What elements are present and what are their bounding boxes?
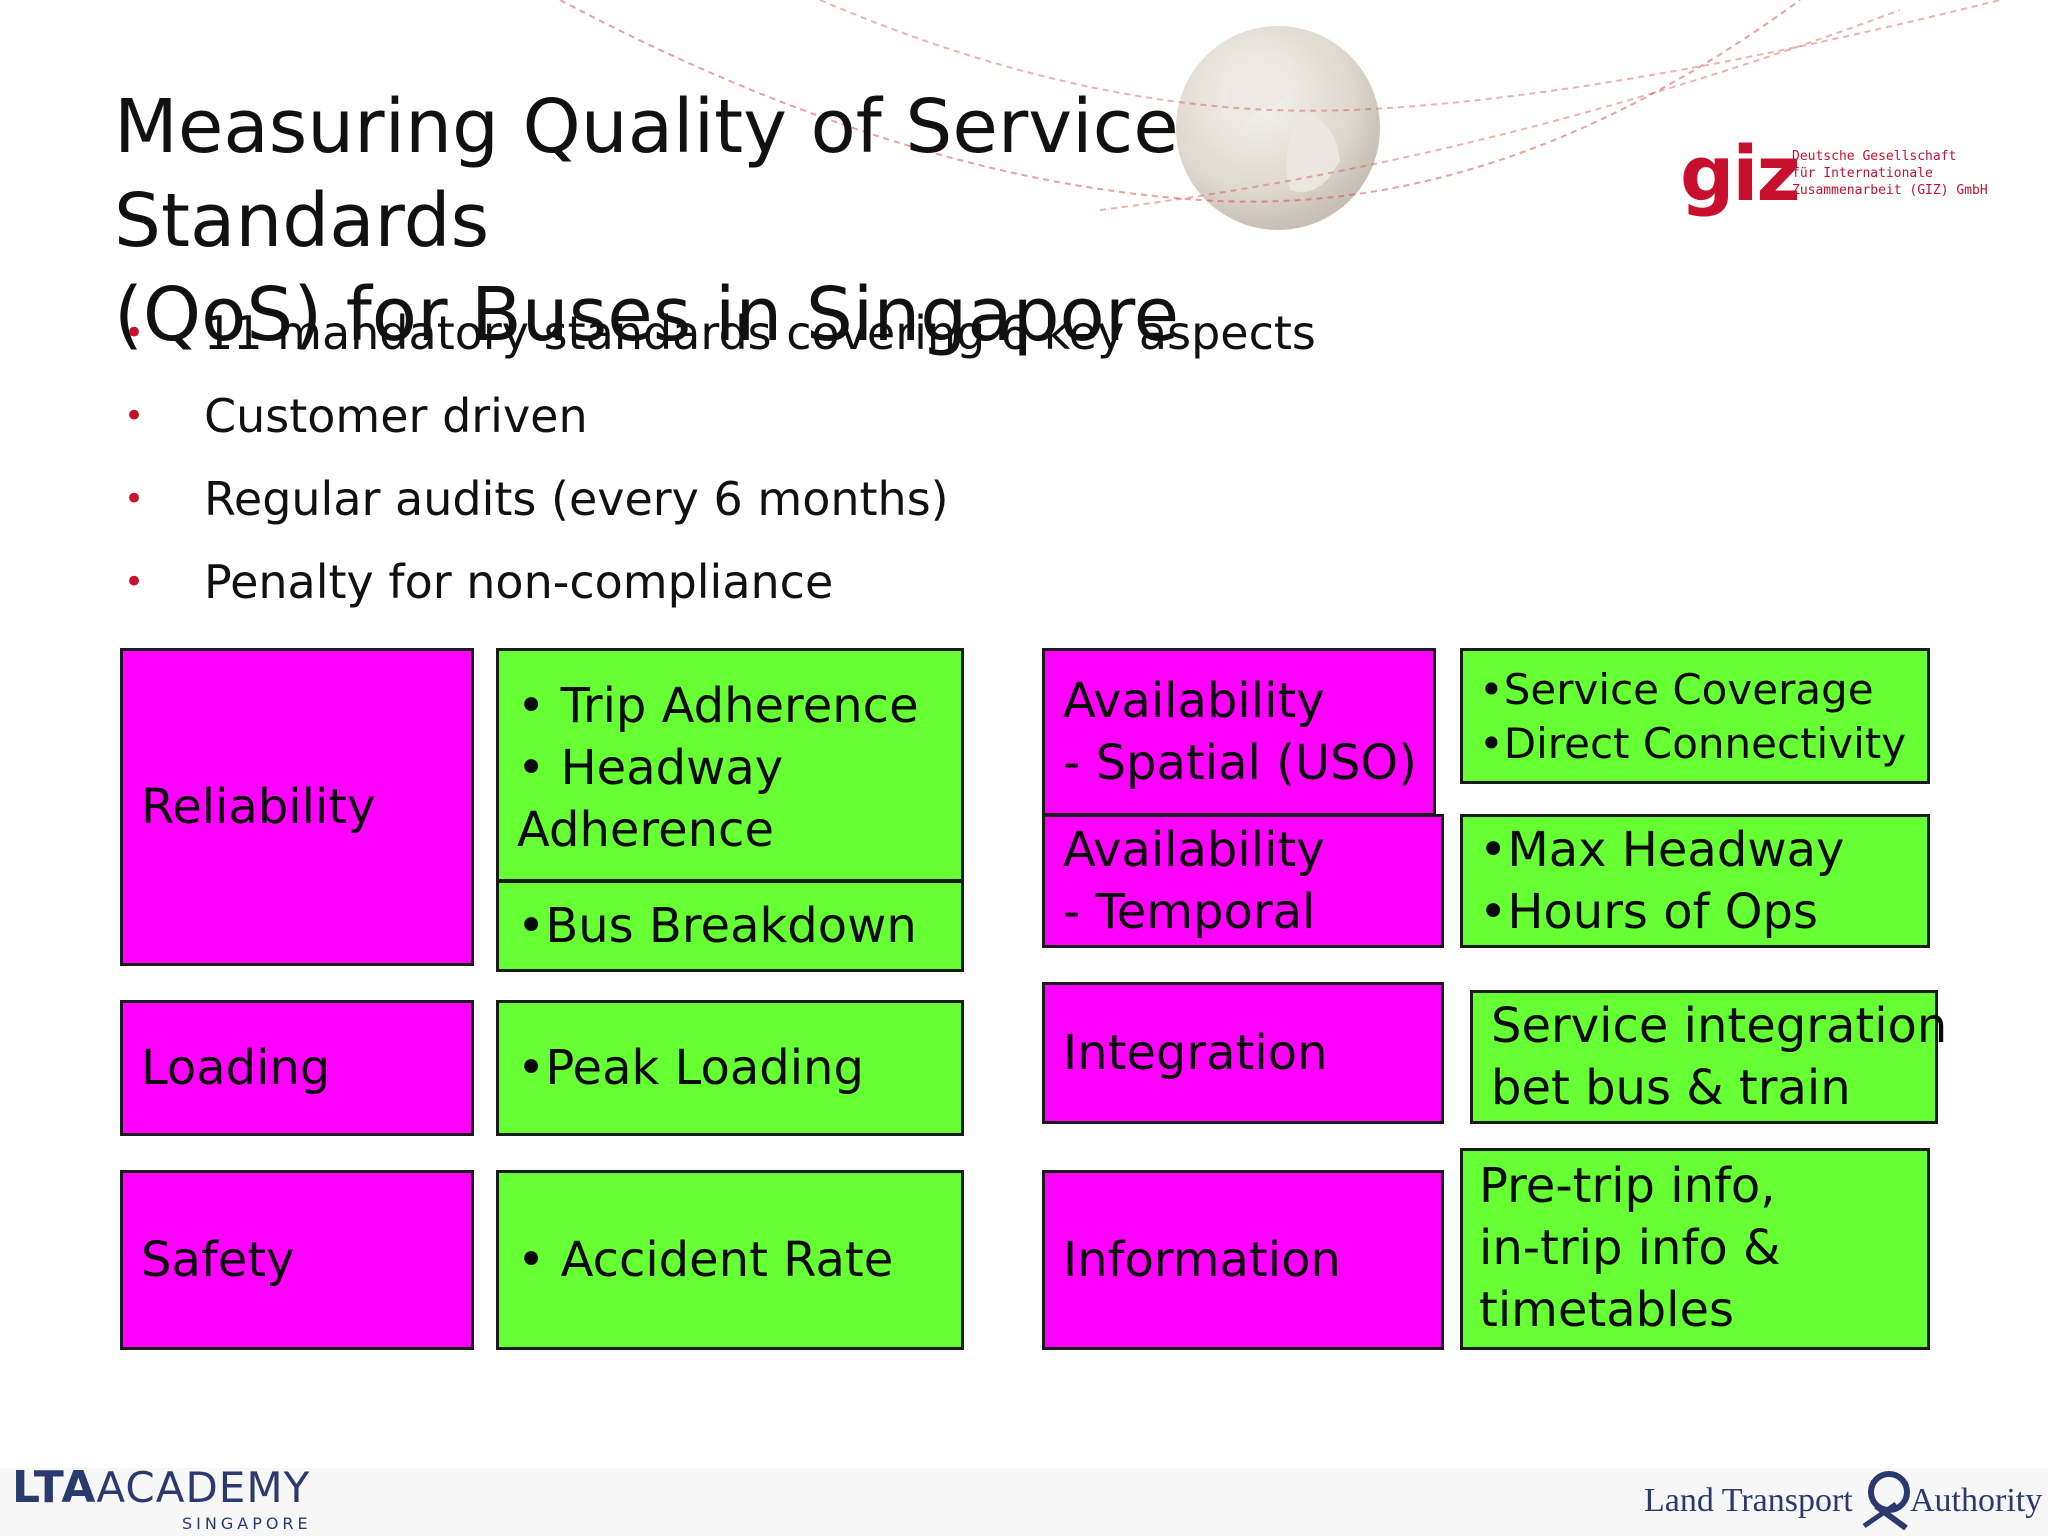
detail-accident-rate: • Accident Rate bbox=[496, 1170, 964, 1350]
category-loading: Loading bbox=[120, 1000, 474, 1136]
bullet-item: • Penalty for non-compliance bbox=[118, 549, 1316, 632]
bullet-dot: • bbox=[124, 479, 145, 519]
page-title: Measuring Quality of Service Standards (… bbox=[114, 80, 1514, 362]
bullet-item: • Regular audits (every 6 months) bbox=[118, 466, 1316, 549]
detail-peak-loading: •Peak Loading bbox=[496, 1000, 964, 1136]
category-information: Information bbox=[1042, 1170, 1444, 1350]
detail-integration: Service integration bet bus & train bbox=[1470, 990, 1947, 1124]
detail-availability-spatial: •Service Coverage •Direct Connectivity bbox=[1460, 648, 1930, 784]
bullet-dot: • bbox=[124, 562, 145, 602]
bullet-dot: • bbox=[124, 313, 145, 353]
bullet-dot: • bbox=[124, 396, 145, 436]
lta-emblem-icon bbox=[1862, 1471, 1910, 1530]
bullet-item: • Customer driven bbox=[118, 383, 1316, 466]
category-safety: Safety bbox=[120, 1170, 474, 1350]
title-line-1: Measuring Quality of Service Standards bbox=[114, 84, 1179, 264]
category-reliability: Reliability bbox=[120, 648, 474, 966]
category-integration: Integration bbox=[1042, 982, 1444, 1124]
detail-reliability: • Trip Adherence • Headway Adherence bbox=[496, 648, 964, 882]
detail-availability-temporal: •Max Headway •Hours of Ops bbox=[1460, 814, 1930, 948]
category-availability-temporal: Availability - Temporal bbox=[1042, 814, 1444, 948]
title-line-2: (QoS) for Buses in Singapore bbox=[114, 272, 1180, 358]
bullet-item: • 11 mandatory standards covering 6 key a… bbox=[118, 300, 1316, 383]
giz-logo: giz Deutsche Gesellschaft für Internatio… bbox=[1680, 134, 2000, 220]
bullet-list: • 11 mandatory standards covering 6 key a… bbox=[118, 300, 1316, 632]
detail-bus-breakdown: •Bus Breakdown bbox=[496, 880, 964, 972]
lta-academy-logo: LTAACADEMY SINGAPORE bbox=[12, 1462, 312, 1533]
globe-icon bbox=[1176, 26, 1380, 230]
category-availability-spatial: Availability - Spatial (USO) bbox=[1042, 648, 1436, 816]
giz-wordmark: giz bbox=[1680, 129, 1801, 218]
giz-subtitle: Deutsche Gesellschaft für Internationale… bbox=[1792, 149, 1988, 198]
land-transport-authority-logo: Land Transport Authority bbox=[1644, 1470, 2044, 1530]
detail-information: Pre-trip info, in-trip info & timetables bbox=[1460, 1148, 1930, 1350]
